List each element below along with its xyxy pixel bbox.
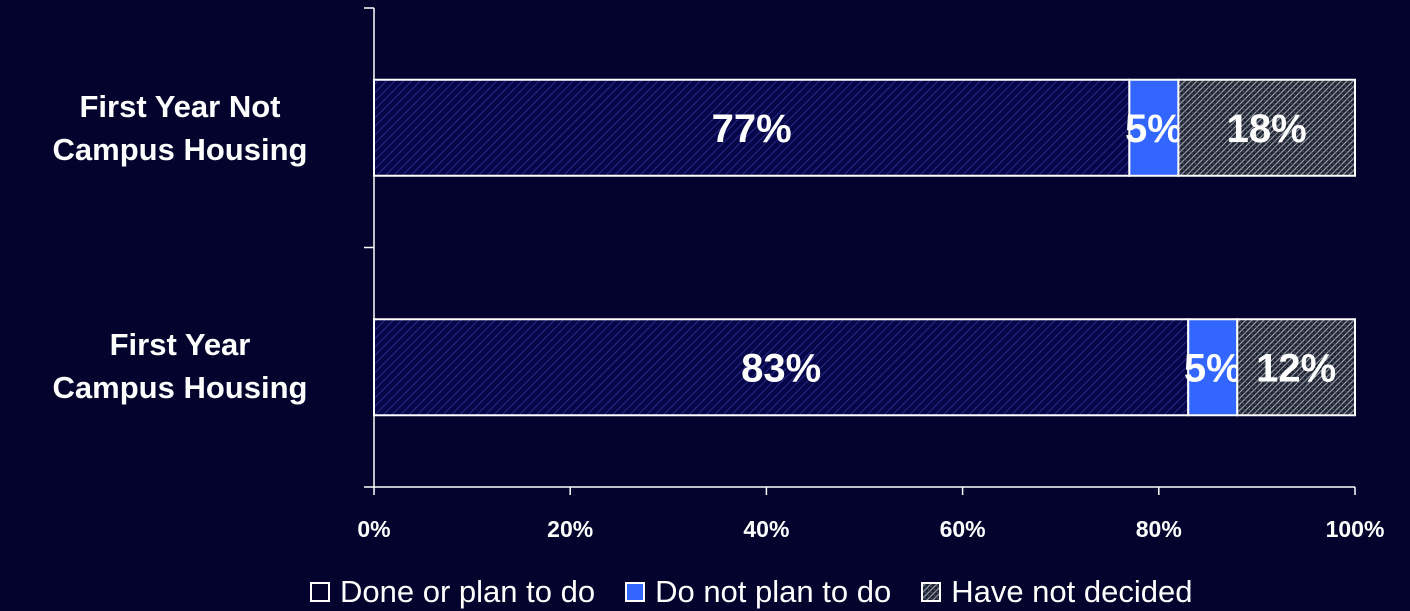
bar-data-label: 12% [1256,346,1336,390]
category-label-not-campus-housing: First Year Not Campus Housing [0,85,360,171]
x-tick-label: 80% [1136,516,1182,542]
bar-data-label: 77% [712,107,792,151]
category-label-line: First Year Not [79,89,281,124]
category-label-campus-housing: First Year Campus Housing [0,323,360,409]
legend-swatch-not-plan [625,581,646,602]
x-axis-ticks: 0% 20% 40% 60% 80% 100% [357,487,1384,542]
chart-bars: 77% 5% 18% 83% 5% 12% [373,78,1357,417]
bar-segment-not-decided [1236,318,1357,417]
x-tick-label: 20% [547,516,593,542]
bar-data-label: 5% [1125,107,1183,151]
stacked-bar-chart: 77% 5% 18% 83% 5% 12% 0% 20% 40% 60% 80% 100% [357,7,1384,542]
x-tick-label: 40% [743,516,789,542]
legend-item-not-decided: Have not decided [921,574,1192,610]
chart-legend: Done or plan to do Do not plan to do Hav… [310,572,1410,611]
legend-item-done: Done or plan to do [310,574,595,610]
category-label-line: Campus Housing [52,132,308,167]
legend-label: Have not decided [951,573,1193,609]
x-tick-label: 100% [1326,516,1385,542]
x-tick-label: 0% [357,516,390,542]
bar-data-label: 18% [1227,107,1307,151]
legend-label: Done or plan to do [340,573,596,609]
bar-segment-not-plan [1128,78,1180,177]
x-tick-label: 60% [940,516,986,542]
legend-label: Do not plan to do [655,573,892,609]
bar-segment-not-decided [1177,78,1357,177]
bar-data-label: 83% [741,346,821,390]
legend-swatch-done [310,581,330,602]
bar-segment-done [373,78,1131,177]
legend-swatch-not-decided [921,581,942,602]
category-label-line: First Year [109,327,251,362]
legend-item-not-plan: Do not plan to do [625,574,891,610]
bar-data-label: 5% [1184,346,1242,390]
category-label-line: Campus Housing [52,370,308,405]
